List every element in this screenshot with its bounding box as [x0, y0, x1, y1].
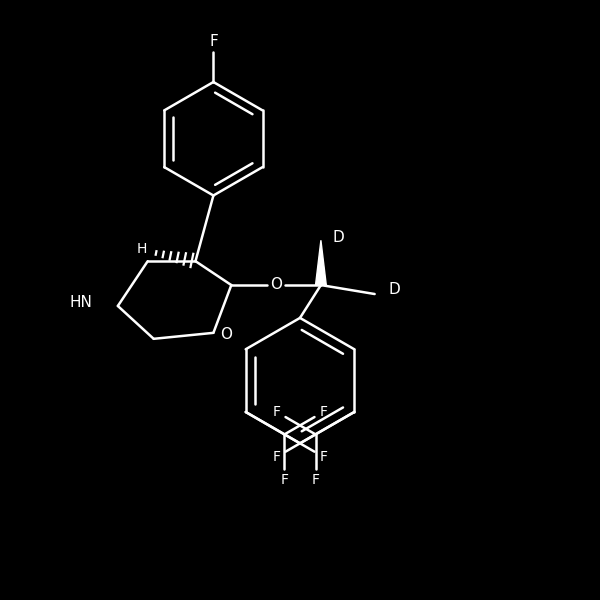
Text: F: F	[209, 34, 218, 49]
Text: H: H	[137, 242, 147, 256]
Text: F: F	[320, 404, 328, 419]
Text: F: F	[272, 404, 280, 419]
Text: HN: HN	[70, 295, 93, 310]
Text: F: F	[272, 450, 280, 464]
Text: D: D	[388, 282, 400, 297]
Text: D: D	[333, 230, 344, 245]
Text: F: F	[280, 473, 289, 487]
Text: F: F	[311, 473, 320, 487]
Text: O: O	[221, 327, 233, 342]
Text: O: O	[270, 277, 282, 292]
Text: F: F	[320, 450, 328, 464]
Polygon shape	[316, 240, 326, 285]
